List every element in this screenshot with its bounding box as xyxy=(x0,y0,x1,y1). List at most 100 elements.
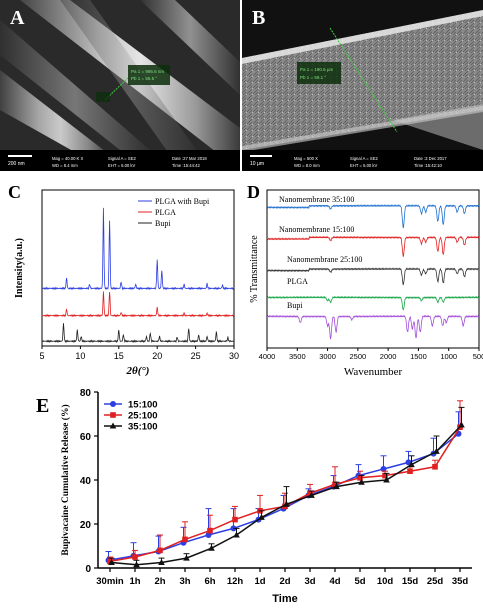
release-legend-label: 35:100 xyxy=(128,422,158,433)
ftir-x-axis-label: Wavenumber xyxy=(344,366,403,376)
ftir-series-label: PLGA xyxy=(287,277,308,286)
ftir-series-line xyxy=(266,235,480,257)
release-point xyxy=(107,558,113,565)
xrd-x-tick-label: 25 xyxy=(191,351,201,361)
release-point xyxy=(357,475,363,481)
panel-c: C 5 10 15 20 25 30 2θ(°) Intensity(a.u.) PLGA wi… xyxy=(0,176,243,377)
xrd-legend-label: PLGA with Bupi xyxy=(155,197,210,206)
scale-bar-a: 200 nm xyxy=(8,161,25,167)
release-point xyxy=(358,478,365,485)
ftir-x-tick-label: 2500 xyxy=(350,352,367,361)
release-point xyxy=(408,461,415,468)
ftir-y-axis-label: % Transmittance xyxy=(249,235,260,303)
release-point xyxy=(307,490,313,496)
info-a-left-2: WD = 8.4 mm xyxy=(52,163,78,168)
release-x-tick-label: 30min xyxy=(96,576,124,587)
xrd-x-tick-label: 15 xyxy=(114,351,124,361)
xrd-x-tick-label: 30 xyxy=(229,351,239,361)
xrd-legend-label: Bupi xyxy=(155,219,171,228)
release-legend-label: 25:100 xyxy=(128,411,158,422)
release-point xyxy=(207,527,213,534)
ftir-x-tick-label: 1000 xyxy=(440,352,457,361)
release-point xyxy=(132,554,138,560)
release-point xyxy=(157,547,163,554)
ftir-series-line xyxy=(266,314,480,340)
release-legend-label: 15:100 xyxy=(128,400,158,411)
release-chart: E 0 20 40 60 80 30min 1h 2h 3h 6h 12h 1d 2d 3d 4d 5d 10d… xyxy=(36,388,472,605)
release-point xyxy=(283,500,290,507)
release-point xyxy=(382,472,388,479)
release-point xyxy=(205,532,212,538)
panel-letter-c: C xyxy=(8,182,21,202)
panel-d: D Nanomembrane 35:100 Nanomembrane 15:100… xyxy=(243,176,483,378)
release-x-tick-label: 5d xyxy=(354,576,365,587)
release-point xyxy=(432,464,438,470)
xrd-chart: C 5 10 15 20 25 30 2θ(°) Intensity(a.u.) PLGA wi… xyxy=(8,182,239,377)
xrd-series-line xyxy=(41,323,235,344)
xrd-y-axis-label: Intensity(a.u.) xyxy=(14,238,25,298)
release-point xyxy=(232,516,238,523)
xrd-series-line xyxy=(41,291,235,318)
info-a-right-1: Date :27 Mar 2018 xyxy=(172,156,207,161)
release-x-tick-label: 1d xyxy=(254,576,265,587)
ftir-series-label: Bupi xyxy=(287,301,303,310)
release-point xyxy=(380,466,387,472)
release-x-tick-label: 6h xyxy=(204,576,215,587)
panel-letter-e: E xyxy=(36,395,49,417)
ftir-series-line xyxy=(266,295,480,311)
info-b-mid-2: EHT = 5.00 kV xyxy=(350,163,377,168)
release-y-axis-label: Bupivacaine Cumulative Release (%) xyxy=(60,404,71,555)
info-a-left-1: Mag = 40.00 K X xyxy=(52,156,84,161)
release-point xyxy=(458,421,465,428)
scale-bar-b: 10 µm xyxy=(250,161,264,167)
xrd-x-tick-label: 10 xyxy=(75,351,85,361)
ftir-series-line xyxy=(266,204,480,229)
release-point xyxy=(332,481,338,488)
release-x-tick-label: 35d xyxy=(452,576,469,587)
release-y-tick-label: 40 xyxy=(80,476,92,487)
release-y-tick-label: 20 xyxy=(80,520,92,531)
release-legend-marker xyxy=(110,412,116,418)
ftir-series-label: Nanomembrane 25:100 xyxy=(287,255,362,264)
ftir-x-tick-label: 3000 xyxy=(319,352,336,361)
release-point xyxy=(183,554,190,561)
panel-b: Pa 1 = 190.6 µm Pb 1 = 59.1 ° 10 µm Mag … xyxy=(242,0,483,171)
release-y-tick-label: 0 xyxy=(85,564,91,575)
release-point xyxy=(133,561,140,568)
release-x-tick-label: 15d xyxy=(402,576,419,587)
measure-line-a-1: Pa 1 = 995.6 nm xyxy=(131,69,164,74)
release-point xyxy=(158,559,165,565)
release-point xyxy=(433,447,440,454)
release-point xyxy=(333,483,340,490)
release-x-tick-label: 3h xyxy=(179,576,190,587)
info-b-right-1: Date :3 Dec 2017 xyxy=(414,156,447,161)
release-point xyxy=(182,536,188,543)
release-x-tick-label: 3d xyxy=(304,576,315,587)
release-x-tick-label: 10d xyxy=(377,576,394,587)
release-x-tick-label: 12h xyxy=(227,576,244,587)
ftir-chart: D Nanomembrane 35:100 Nanomembrane 15:100… xyxy=(247,182,483,378)
release-point xyxy=(258,513,265,520)
xrd-x-tick-label: 20 xyxy=(152,351,162,361)
info-a-right-2: Time :15:44:42 xyxy=(172,163,200,168)
info-a-mid-2: EHT = 5.00 kV xyxy=(108,163,135,168)
release-x-tick-label: 2h xyxy=(154,576,165,587)
panel-letter-b: B xyxy=(252,7,265,29)
measure-line-b-2: Pb 1 = 59.1 ° xyxy=(300,75,326,80)
release-y-tick-label: 80 xyxy=(80,388,92,399)
release-point xyxy=(308,491,315,498)
ftir-x-tick-label: 1500 xyxy=(410,352,427,361)
xrd-plot-frame xyxy=(41,189,235,347)
xrd-series-line xyxy=(41,207,235,291)
measure-line-b-1: Pa 1 = 190.6 µm xyxy=(300,67,333,72)
panel-letter-a: A xyxy=(10,7,25,29)
release-x-axis-label: Time xyxy=(272,593,297,604)
xrd-legend-label: PLGA xyxy=(155,208,176,217)
info-b-left-2: WD = 8.0 mm xyxy=(294,163,320,168)
release-point xyxy=(108,559,115,565)
ftir-x-tick-label: 4000 xyxy=(259,352,276,361)
release-point xyxy=(383,476,390,483)
panel-letter-d: D xyxy=(247,182,260,202)
measure-line-a-2: Pb 1 = 55.5 ° xyxy=(131,76,157,81)
ftir-x-tick-label: 500 xyxy=(473,352,483,361)
